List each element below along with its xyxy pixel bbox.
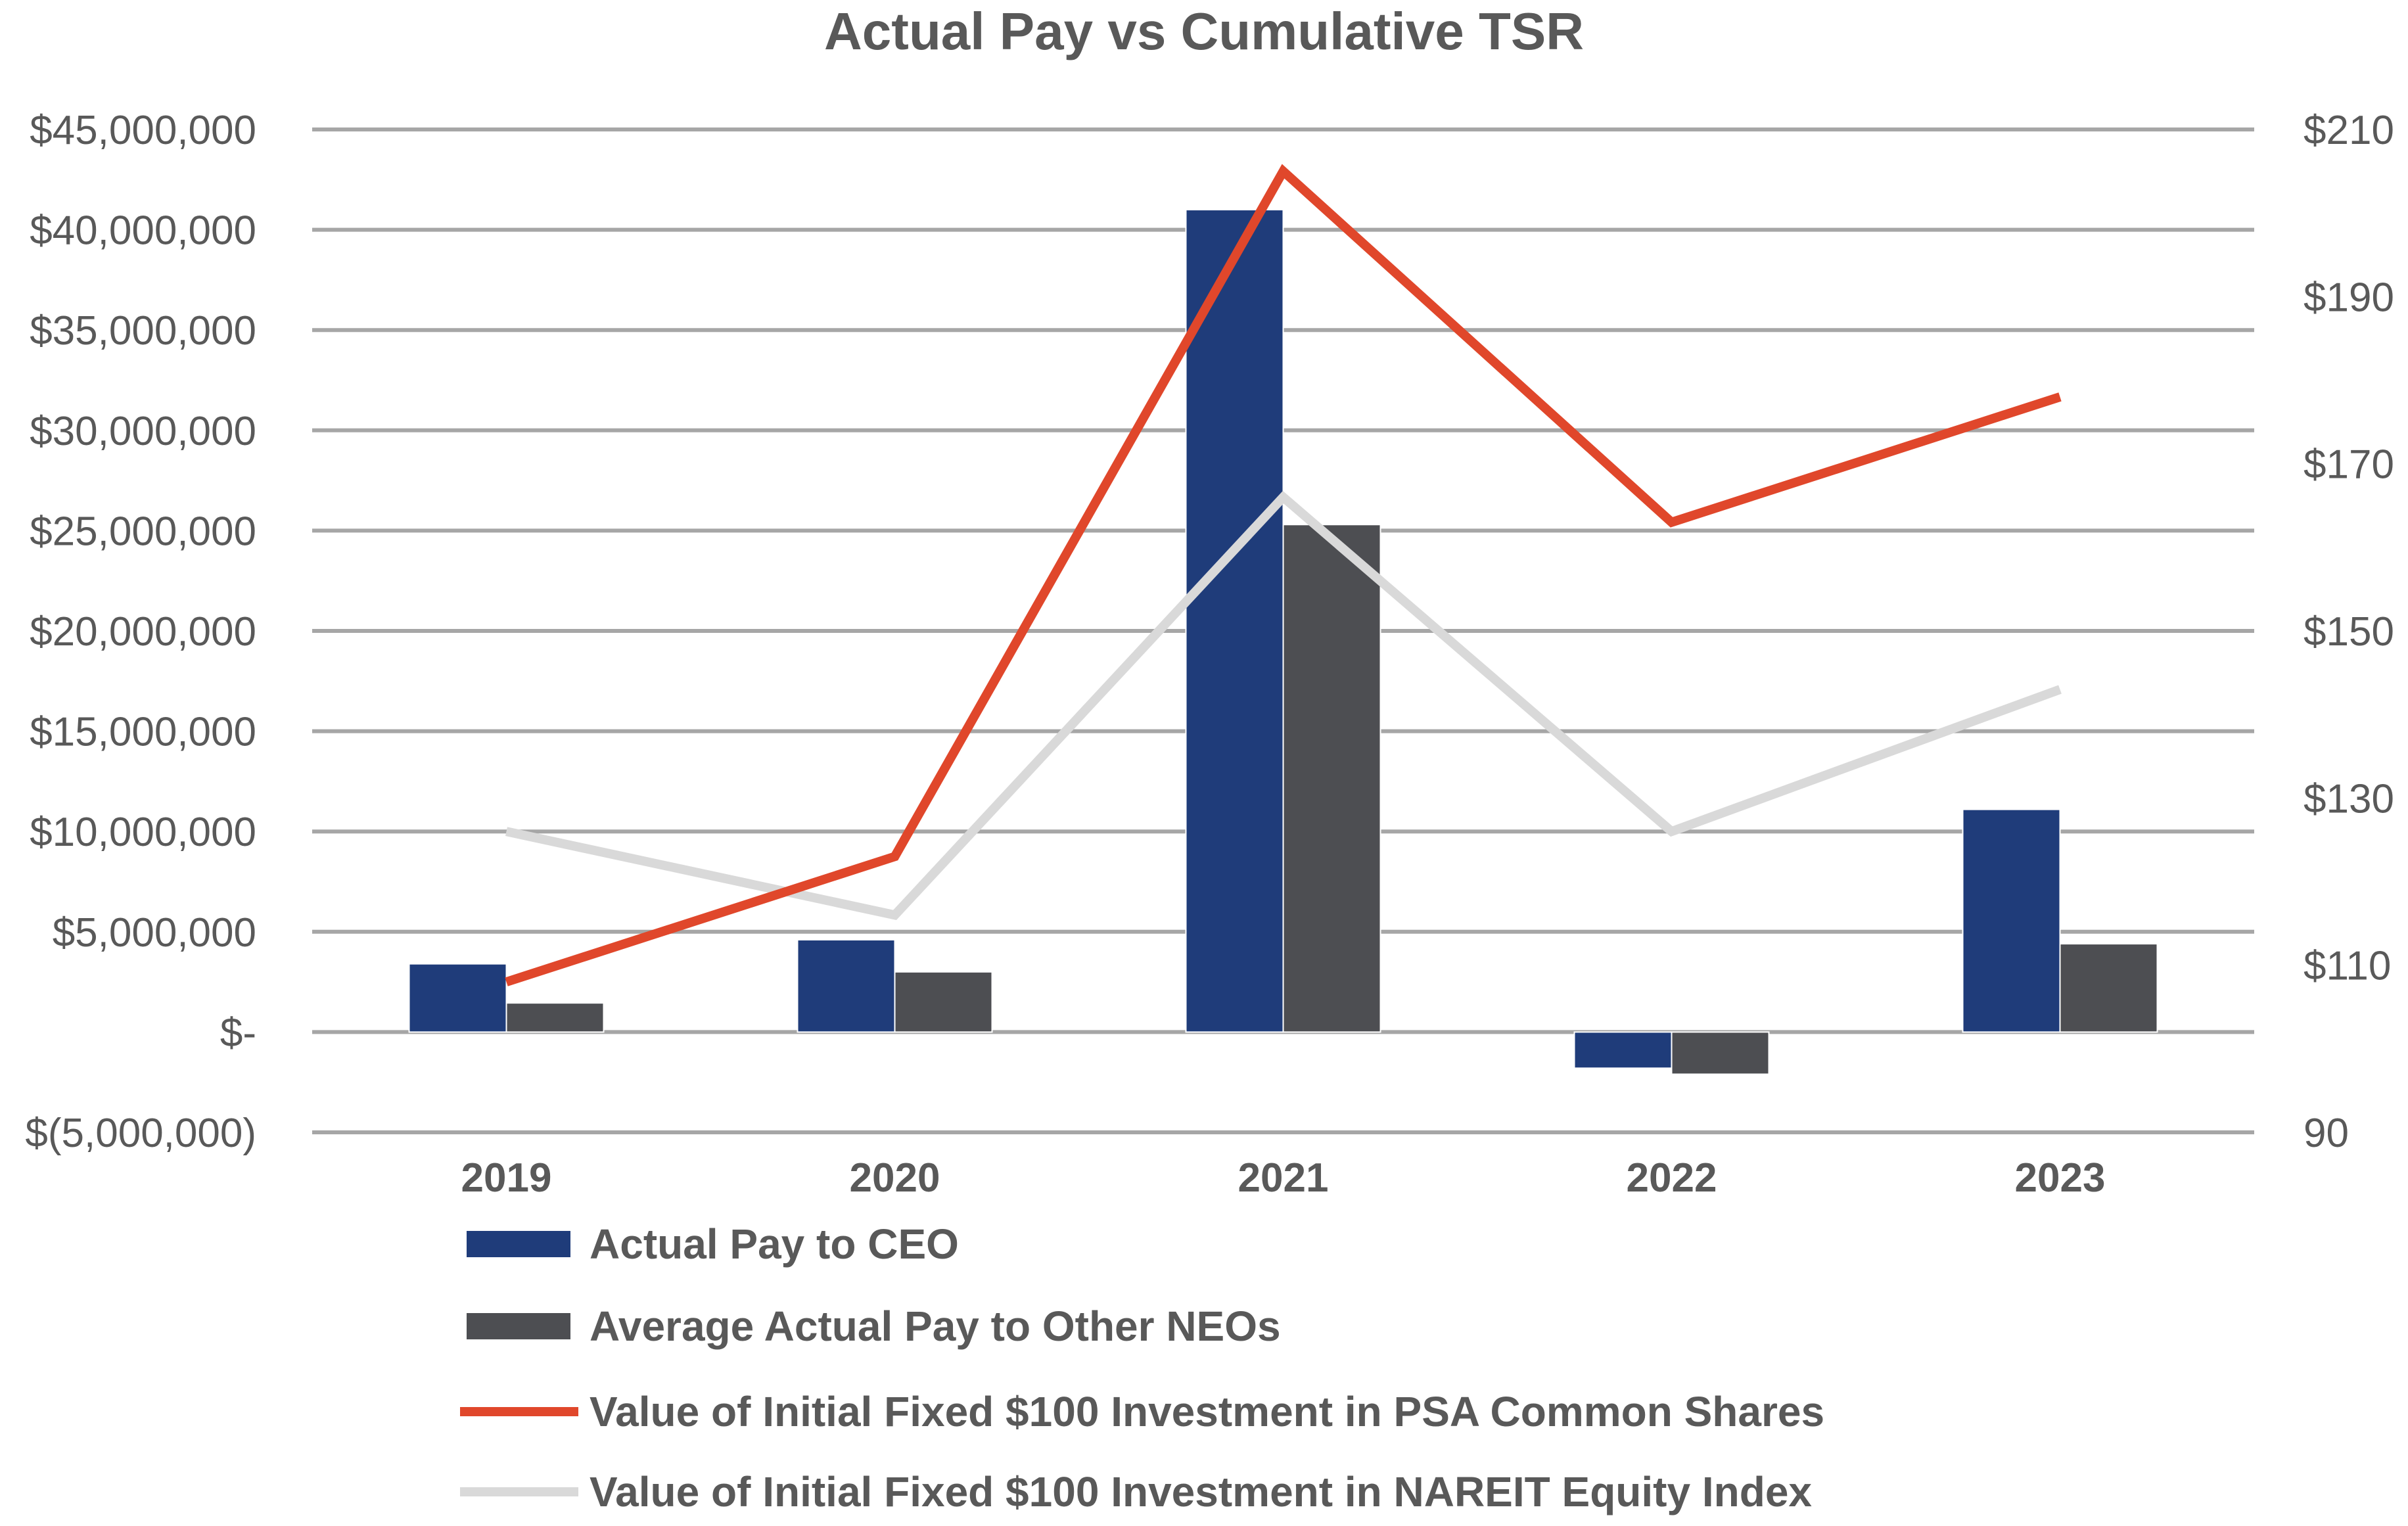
neo-pay-bar — [1282, 524, 1381, 1033]
left-tick-label: $30,000,000 — [30, 409, 256, 454]
legend-item-neo-pay: Average Actual Pay to Other NEOs — [467, 1303, 1281, 1350]
x-tick-label: 2021 — [1238, 1155, 1329, 1201]
left-tick-label: $40,000,000 — [30, 208, 256, 254]
left-tick-label: $10,000,000 — [30, 810, 256, 855]
right-tick-label: 90 — [2304, 1111, 2349, 1156]
chart-title: Actual Pay vs Cumulative TSR — [824, 2, 1584, 60]
legend-label: Average Actual Pay to Other NEOs — [590, 1303, 1281, 1350]
legend-item-ceo-pay: Actual Pay to CEO — [467, 1220, 959, 1268]
right-tick-label: $110 — [2304, 944, 2391, 989]
bars — [408, 209, 2158, 1075]
left-tick-label: $- — [220, 1010, 256, 1055]
x-tick-label: 2023 — [2015, 1155, 2106, 1201]
neo-pay-bar — [894, 971, 993, 1033]
x-tick-label: 2022 — [1627, 1155, 1717, 1201]
left-tick-label: $25,000,000 — [30, 509, 256, 554]
ceo-pay-bar — [1573, 1031, 1673, 1069]
right-tick-label: $190 — [2304, 275, 2394, 320]
left-tick-label: $15,000,000 — [30, 710, 256, 755]
right-axis-ticks: 90 $110 $130 $150 $170 $190 $210 — [2304, 108, 2394, 1156]
legend-item-nareit-tsr: Value of Initial Fixed $100 Investment i… — [460, 1468, 1812, 1515]
neo-pay-bar — [505, 1002, 605, 1033]
psa-tsr-line — [505, 164, 2062, 986]
lines — [505, 164, 2062, 986]
legend-label: Value of Initial Fixed $100 Investment i… — [590, 1388, 1824, 1435]
legend-swatch — [467, 1231, 570, 1257]
nareit-tsr-line — [505, 490, 2062, 921]
legend-swatch — [467, 1313, 570, 1339]
ceo-pay-bar — [408, 963, 507, 1033]
right-tick-label: $210 — [2304, 108, 2394, 153]
x-tick-label: 2020 — [850, 1155, 940, 1201]
x-axis-ticks: 2019 2020 2021 2022 2023 — [461, 1155, 2106, 1201]
left-tick-label: $35,000,000 — [30, 308, 256, 354]
legend-label: Actual Pay to CEO — [590, 1220, 959, 1268]
neo-pay-bar — [1671, 1031, 1770, 1075]
ceo-pay-bar — [797, 939, 896, 1033]
right-tick-label: $150 — [2304, 609, 2394, 655]
neo-pay-bar — [2059, 943, 2158, 1033]
x-tick-label: 2019 — [461, 1155, 552, 1201]
right-tick-label: $130 — [2304, 776, 2394, 821]
left-tick-label: $(5,000,000) — [25, 1111, 256, 1156]
ceo-pay-bar — [1185, 209, 1284, 1033]
right-tick-label: $170 — [2304, 442, 2394, 488]
legend: Actual Pay to CEO Average Actual Pay to O… — [460, 1220, 1824, 1515]
ceo-pay-bar — [1962, 808, 2061, 1033]
left-axis-ticks: $(5,000,000) $- $5,000,000 $10,000,000 $15,0… — [25, 108, 256, 1156]
legend-item-psa-tsr: Value of Initial Fixed $100 Investment i… — [460, 1388, 1824, 1435]
legend-label: Value of Initial Fixed $100 Investment i… — [590, 1468, 1812, 1515]
left-tick-label: $20,000,000 — [30, 609, 256, 655]
left-tick-label: $45,000,000 — [30, 108, 256, 153]
left-tick-label: $5,000,000 — [53, 910, 256, 956]
